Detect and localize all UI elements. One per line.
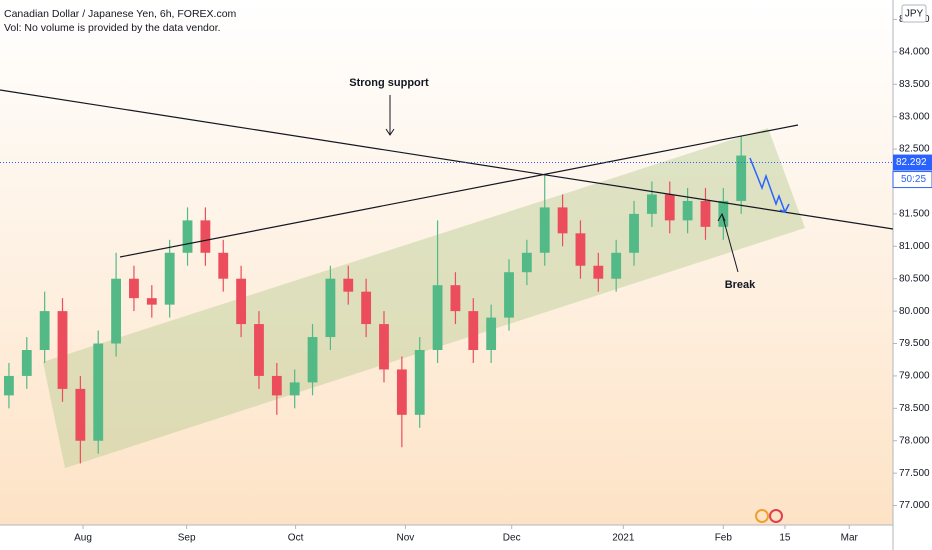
- x-tick-label: 2021: [612, 533, 635, 544]
- candle-body: [486, 317, 497, 350]
- channel: [43, 128, 805, 468]
- candle-body: [200, 220, 211, 253]
- annotation: Break: [725, 279, 756, 291]
- candle-body: [325, 278, 336, 338]
- x-tick-label: Nov: [397, 533, 415, 544]
- candle-body: [432, 285, 443, 350]
- y-tick-label: 83.500: [899, 79, 930, 90]
- y-tick-label: 79.000: [899, 371, 930, 382]
- price-axis: [893, 0, 932, 550]
- candle-body: [75, 388, 86, 441]
- candle-body: [629, 213, 639, 253]
- y-tick-label: 78.000: [899, 435, 930, 446]
- annotation: Strong support: [349, 77, 429, 89]
- candle-body: [39, 311, 50, 350]
- y-tick-label: 80.500: [899, 273, 930, 284]
- projection-path: [749, 157, 790, 214]
- trend-line: [0, 89, 894, 230]
- chart-title: Canadian Dollar / Japanese Yen, 6h, FORE…: [4, 8, 237, 20]
- icon: [755, 509, 769, 523]
- candle-body: [21, 350, 32, 376]
- candle-body: [700, 200, 711, 227]
- candle-body: [182, 220, 193, 253]
- candle-body: [539, 207, 550, 253]
- candle-body: [682, 200, 693, 221]
- y-tick-label: 80.000: [899, 306, 930, 317]
- y-tick-label: 82.500: [899, 144, 930, 155]
- candle-body: [236, 278, 247, 325]
- trend-line: [119, 124, 799, 258]
- y-tick-label: 84.000: [899, 46, 930, 57]
- candle-body: [575, 233, 586, 266]
- candle-body: [271, 375, 282, 396]
- candle-body: [611, 252, 622, 279]
- y-tick-label: 81.000: [899, 241, 930, 252]
- candle-body: [646, 194, 657, 214]
- candle-body: [254, 324, 264, 376]
- candle-body: [57, 311, 68, 389]
- y-tick-label: 77.500: [899, 468, 930, 479]
- y-tick-label: 77.000: [899, 500, 930, 511]
- candle-body: [396, 369, 407, 415]
- y-tick-label: 78.500: [899, 403, 930, 414]
- x-tick-label: Feb: [715, 533, 733, 544]
- plot-background: [0, 0, 893, 525]
- candle-body: [146, 298, 157, 305]
- x-tick-label: Oct: [288, 533, 304, 544]
- candle-body: [289, 382, 300, 396]
- arrow: [721, 213, 739, 273]
- x-tick-label: Sep: [178, 533, 196, 544]
- candle-body: [593, 265, 604, 279]
- countdown-box: [892, 171, 932, 189]
- candle-body: [521, 252, 532, 273]
- candle-body: [111, 278, 122, 344]
- candle-body: [343, 278, 354, 292]
- candle-body: [557, 207, 568, 234]
- time-axis: [0, 525, 893, 550]
- arrow-head: [717, 212, 726, 222]
- candle-body: [504, 272, 514, 318]
- candle-body: [468, 311, 479, 350]
- candle-body: [379, 324, 389, 370]
- x-tick-label: 15: [779, 533, 791, 544]
- candle-body: [164, 252, 175, 305]
- candle-body: [361, 291, 372, 325]
- currency: JPY: [905, 9, 924, 20]
- candle-body: [736, 155, 747, 201]
- x-tick-label: Mar: [841, 533, 859, 544]
- candle-body: [414, 350, 425, 415]
- x-tick-label: Aug: [74, 533, 92, 544]
- candle-body: [129, 278, 139, 299]
- countdown: 50:25: [901, 174, 926, 185]
- arrow-head: [385, 128, 395, 136]
- candle-body: [4, 375, 14, 396]
- candle-body: [218, 252, 229, 279]
- currency-box[interactable]: [901, 4, 927, 23]
- last-price-label: 82.292: [896, 157, 927, 168]
- candle-body: [307, 337, 318, 383]
- candle-body: [664, 194, 675, 221]
- y-tick-label: 83.000: [899, 111, 930, 122]
- candle-body: [450, 285, 461, 312]
- icon: [769, 509, 783, 523]
- last-price-box: [893, 154, 932, 171]
- chart-subtitle: Vol: No volume is provided by the data v…: [4, 22, 221, 34]
- candle-body: [718, 200, 729, 227]
- x-tick-label: Dec: [503, 533, 521, 544]
- y-tick-label: 79.500: [899, 338, 930, 349]
- candle-body: [93, 343, 104, 441]
- y-tick-label: 81.500: [899, 209, 930, 220]
